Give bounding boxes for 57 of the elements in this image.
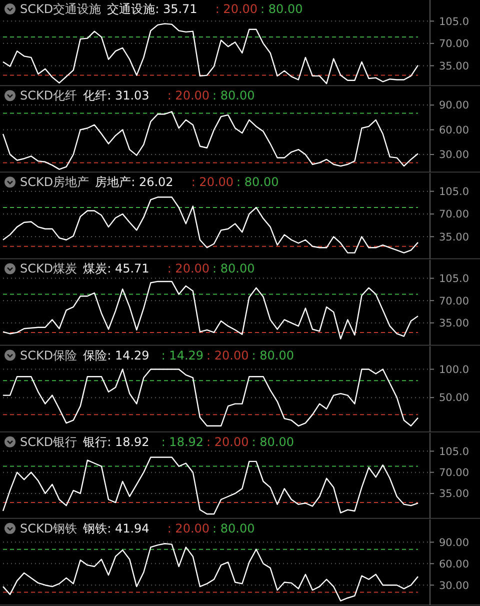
y-tick-label: 90.00 [438, 100, 470, 112]
series-label: 化纤: 31.03 [83, 88, 150, 103]
y-tick-label: 35.00 [438, 60, 470, 72]
line-series [2, 111, 419, 170]
line-series [2, 280, 419, 340]
y-tick-label: 105.0 [438, 186, 470, 198]
chart-title: SCKD银行 [20, 434, 78, 449]
ref-line-label: : 80.00 [212, 521, 255, 536]
ref-line-label: : 20.00 [167, 88, 210, 103]
ref-line-label: : 80.00 [260, 2, 303, 16]
series-label: 保险: 14.29 [83, 348, 150, 362]
annotation: : 18.92 [161, 434, 204, 449]
ref-line-label: : 80.00 [212, 88, 255, 103]
ref-line-label: : 20.00 [167, 521, 210, 536]
ref-line-label: : 20.00 [191, 175, 234, 190]
y-tick-label: 35.00 [438, 231, 470, 244]
ref-line-label: : 20.00 [167, 262, 210, 276]
ref-line-label: : 20.00 [206, 434, 249, 449]
y-tick-label: 100.0 [438, 364, 470, 376]
y-tick-label: 60.00 [438, 124, 470, 136]
chart-title: SCKD保险 [20, 348, 78, 362]
line-series [2, 368, 419, 426]
chart-title: SCKD房地产 [20, 175, 90, 190]
annotation: : 14.29 [161, 348, 204, 362]
y-tick-label: 50.00 [438, 392, 470, 404]
ref-line-label: : 20.00 [206, 348, 249, 362]
line-series [2, 23, 419, 84]
line-series [2, 456, 419, 515]
series-label: 交通设施: 35.71 [107, 2, 198, 16]
y-tick-label: 35.00 [438, 318, 470, 330]
y-tick-label: 30.00 [438, 149, 470, 162]
ref-line-label: : 80.00 [236, 175, 279, 190]
y-tick-label: 105.0 [438, 272, 470, 285]
chart-title: SCKD煤炭 [20, 262, 78, 276]
y-tick-label: 70.00 [438, 38, 470, 50]
y-tick-label: 70.00 [438, 295, 470, 308]
series-label: 房地产: 26.02 [95, 175, 174, 190]
y-tick-label: 70.00 [438, 208, 470, 221]
y-tick-label: 30.00 [438, 580, 470, 592]
line-series [2, 543, 419, 602]
y-tick-label: 105.0 [438, 446, 470, 458]
y-tick-label: 90.00 [438, 536, 470, 549]
ref-line-label: : 80.00 [212, 262, 255, 276]
line-series [2, 196, 419, 254]
ref-line-label: : 20.00 [215, 2, 258, 16]
ref-line-label: : 80.00 [252, 434, 294, 449]
y-tick-label: 60.00 [438, 558, 470, 570]
chart-title: SCKD钢铁 [20, 521, 78, 536]
series-label: 银行: 18.92 [82, 434, 150, 449]
y-tick-label: 105.0 [438, 16, 470, 28]
chart-title: SCKD交通设施 [20, 2, 102, 16]
series-label: 煤炭: 45.71 [83, 262, 150, 276]
y-tick-label: 70.00 [438, 466, 470, 479]
series-label: 钢铁: 41.94 [82, 521, 150, 536]
chart-title: SCKD化纤 [20, 88, 78, 103]
ref-line-label: : 80.00 [252, 348, 294, 362]
y-tick-label: 35.00 [438, 488, 470, 500]
